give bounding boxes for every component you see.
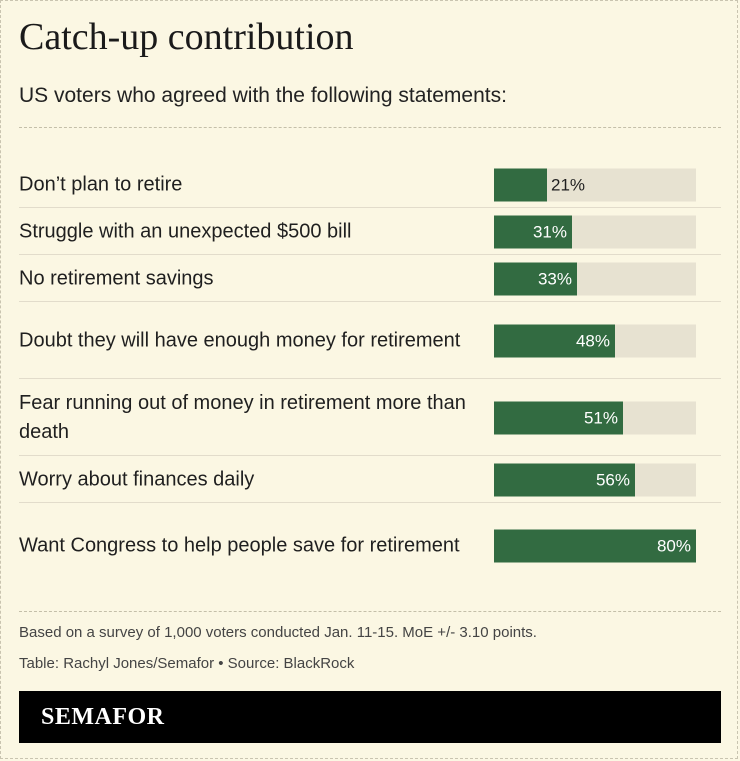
bar-track: 31%	[494, 215, 696, 248]
bar-track: 80%	[494, 529, 696, 562]
table-row: Fear running out of money in retirement …	[19, 379, 721, 456]
credit-note: Table: Rachyl Jones/Semafor • Source: Bl…	[19, 655, 355, 672]
row-label: Struggle with an unexpected $500 bill	[19, 220, 352, 242]
value-label: 56%	[595, 470, 630, 489]
top-divider	[19, 127, 721, 128]
bar-track: 33%	[494, 262, 696, 295]
bar-track: 21%	[494, 168, 696, 201]
chart-title: Catch-up contribution	[19, 16, 354, 58]
chart-subtitle: US voters who agreed with the following …	[19, 84, 507, 107]
table-row: Struggle with an unexpected $500 bill 31%	[19, 208, 721, 255]
bar-track: 56%	[494, 463, 696, 496]
value-label: 48%	[575, 331, 610, 350]
bar	[494, 324, 615, 357]
row-label: Worry about finances daily	[19, 468, 255, 490]
row-divider	[19, 207, 721, 208]
table-row: Want Congress to help people save for re…	[19, 503, 721, 588]
value-label: 51%	[583, 408, 618, 427]
value-label: 21%	[551, 175, 586, 194]
row-label: Want Congress to help people save for re…	[19, 534, 460, 556]
value-label: 33%	[537, 269, 572, 288]
bar	[494, 215, 572, 248]
bar	[494, 262, 577, 295]
bar	[494, 168, 547, 201]
footer-logo-bar: SEMAFOR	[19, 691, 721, 743]
bar-track: 48%	[494, 324, 696, 357]
table-row: Worry about finances daily 56%	[19, 456, 721, 503]
value-label: 80%	[656, 536, 691, 555]
methodology-note: Based on a survey of 1,000 voters conduc…	[19, 624, 537, 641]
table-row: Don’t plan to retire 21%	[19, 161, 721, 208]
bar-track: 51%	[494, 401, 696, 434]
bottom-divider	[19, 611, 721, 612]
semafor-logo: SEMAFOR	[41, 704, 165, 730]
row-label: Fear running out of money in retirement …	[19, 391, 466, 443]
row-label: Don’t plan to retire	[19, 173, 183, 195]
row-divider	[19, 502, 721, 503]
row-label: No retirement savings	[19, 267, 214, 289]
bar	[494, 463, 635, 496]
row-divider	[19, 254, 721, 255]
table-row: No retirement savings 33%	[19, 255, 721, 302]
table-row: Doubt they will have enough money for re…	[19, 302, 721, 379]
row-divider	[19, 378, 721, 379]
value-label: 31%	[532, 222, 567, 241]
bar	[494, 401, 623, 434]
row-label: Doubt they will have enough money for re…	[19, 329, 461, 351]
bar	[494, 529, 696, 562]
row-divider	[19, 301, 721, 302]
row-divider	[19, 455, 721, 456]
